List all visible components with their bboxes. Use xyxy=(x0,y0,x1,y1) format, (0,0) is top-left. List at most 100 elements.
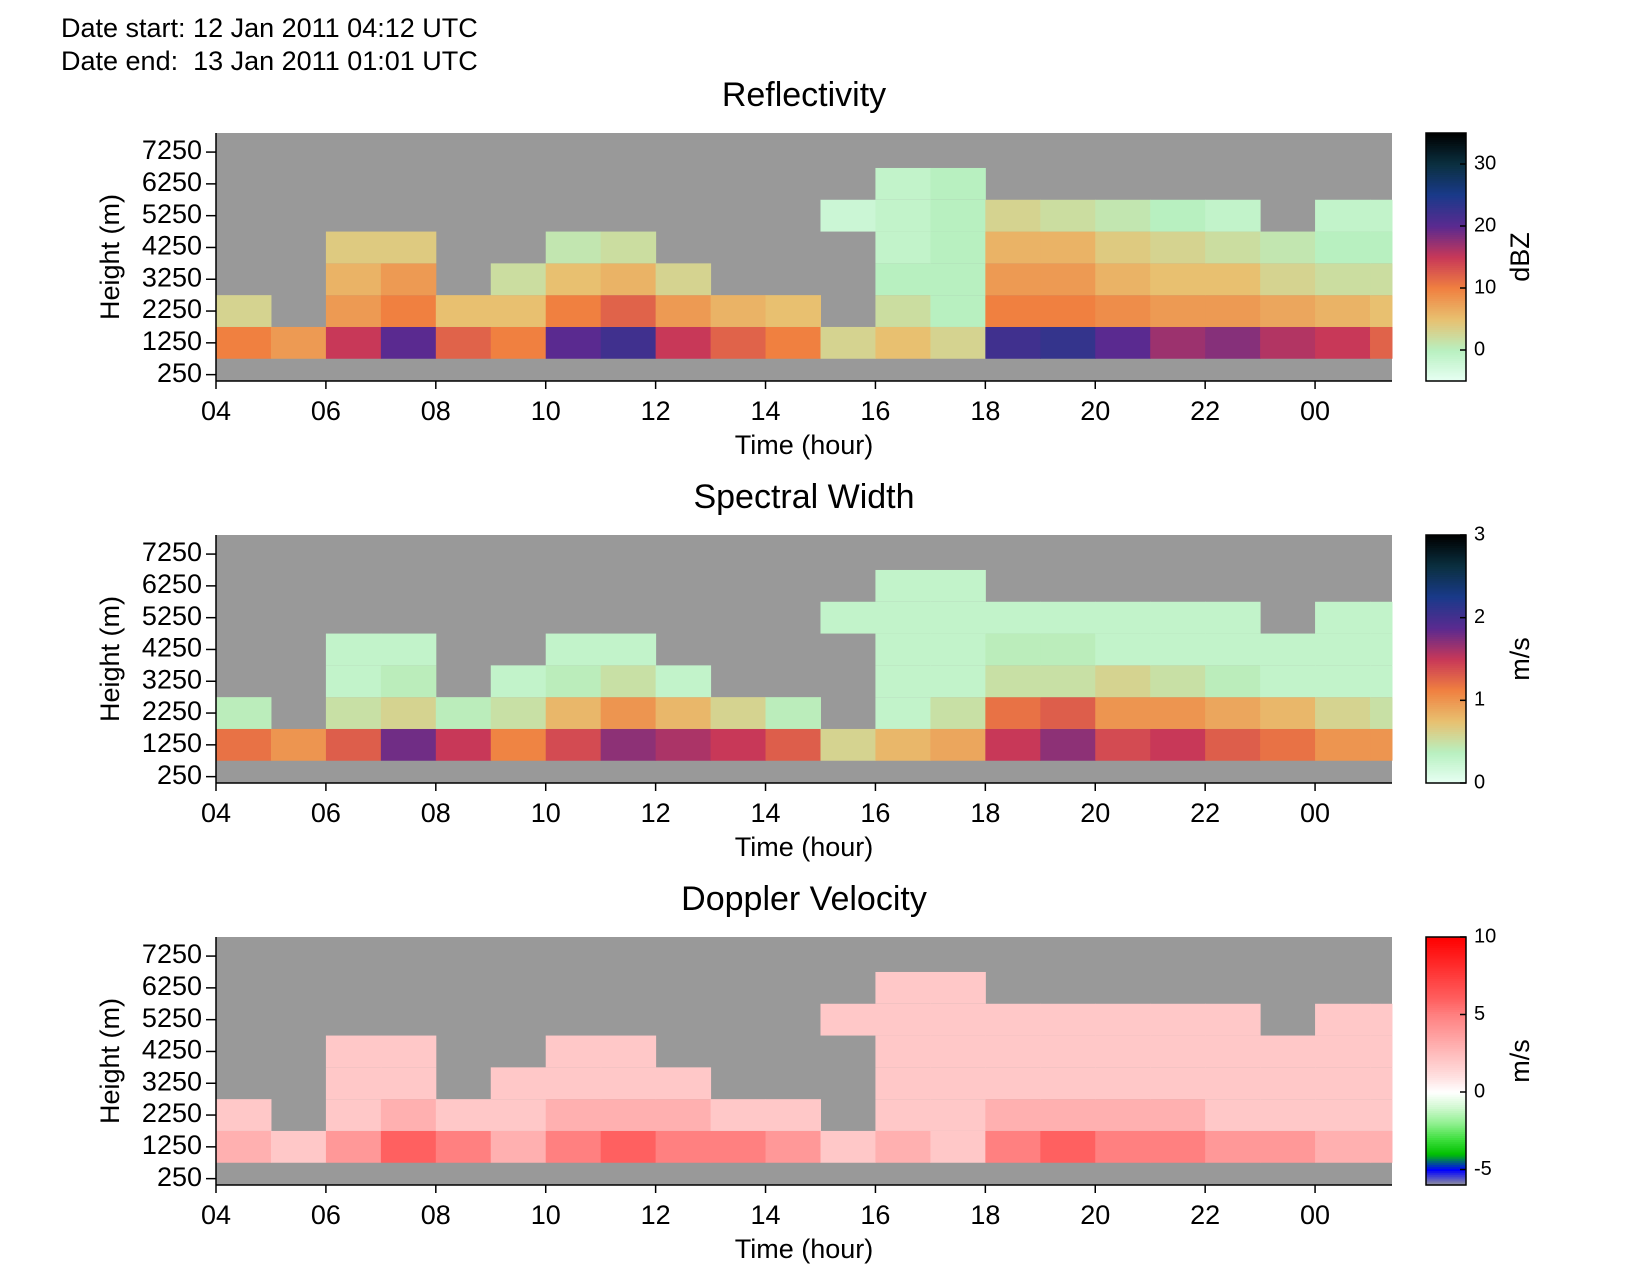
colorbar-slice xyxy=(1426,716,1466,720)
heatmap-cell xyxy=(710,295,767,327)
heatmap-cell xyxy=(325,665,382,698)
colorbar-slice xyxy=(1426,174,1466,177)
colorbar-slice xyxy=(1426,1166,1466,1170)
heatmap-cell xyxy=(490,1067,547,1100)
heatmap-cell xyxy=(930,633,986,666)
heatmap-cell xyxy=(1040,263,1096,296)
heatmap-cell xyxy=(1150,199,1206,232)
heatmap-cell xyxy=(930,1003,986,1036)
colorbar-slice xyxy=(1426,1056,1466,1060)
colorbar-slice xyxy=(1426,607,1466,610)
y-tick-label: 5250 xyxy=(142,1003,202,1033)
colorbar-slice xyxy=(1426,648,1466,652)
colorbar-slice xyxy=(1426,990,1466,994)
colorbar-slice xyxy=(1426,1094,1466,1097)
colorbar-slice xyxy=(1426,613,1466,617)
colorbar-slice xyxy=(1426,275,1466,279)
heatmap-cell xyxy=(1095,263,1151,296)
colorbar-slice xyxy=(1426,327,1466,330)
heatmap-cell xyxy=(1370,697,1393,729)
colorbar-tick-label: 0 xyxy=(1474,338,1485,360)
colorbar-slice xyxy=(1426,974,1466,977)
y-tick-label: 250 xyxy=(157,358,202,388)
y-tick-label: 1250 xyxy=(142,1130,202,1160)
colorbar-slice xyxy=(1426,718,1466,722)
heatmap-cell xyxy=(1150,1003,1206,1036)
heatmap-cell xyxy=(1315,1003,1371,1036)
colorbar-slice xyxy=(1426,965,1466,969)
colorbar-slice xyxy=(1426,1036,1466,1039)
heatmap-cell xyxy=(1095,326,1151,359)
colorbar-slice xyxy=(1426,681,1466,685)
colorbar-slice xyxy=(1426,281,1466,285)
colorbar-slice xyxy=(1426,1102,1466,1105)
heatmap-cell xyxy=(930,1035,986,1068)
y-axis-label: Height (m) xyxy=(95,596,125,722)
colorbar-slice xyxy=(1426,1023,1466,1027)
heatmap-cell xyxy=(600,665,657,698)
colorbar-slice xyxy=(1426,1154,1466,1157)
x-tick-label: 12 xyxy=(641,798,671,828)
heatmap-cell xyxy=(435,728,492,761)
heatmap-cell xyxy=(1260,728,1316,761)
heatmap-cell xyxy=(325,295,382,327)
colorbar-tick-label: 3 xyxy=(1474,523,1485,545)
colorbar-slice xyxy=(1426,356,1466,359)
heatmap-cell xyxy=(435,697,492,729)
heatmap-cell xyxy=(1315,728,1371,761)
x-tick-label: 04 xyxy=(201,1200,231,1230)
heatmap-cell xyxy=(1040,1003,1096,1036)
heatmap-cell xyxy=(1040,1035,1096,1068)
heatmap-cell xyxy=(600,263,657,296)
heatmap-cell xyxy=(1150,1130,1206,1163)
heatmap-cell xyxy=(545,697,602,729)
heatmap-cell xyxy=(930,569,986,602)
colorbar-slice xyxy=(1426,621,1466,625)
colorbar-slice xyxy=(1426,630,1466,633)
heatmap-cell xyxy=(600,326,657,359)
colorbar-slice xyxy=(1426,1123,1466,1126)
colorbar-slice xyxy=(1426,1162,1466,1165)
x-tick-label: 20 xyxy=(1080,396,1110,426)
colorbar-slice xyxy=(1426,597,1466,600)
colorbar-slice xyxy=(1426,605,1466,608)
heatmap-cell xyxy=(1150,697,1206,729)
heatmap-cell xyxy=(985,263,1041,296)
colorbar-slice xyxy=(1426,617,1466,621)
x-tick-label: 22 xyxy=(1190,1200,1220,1230)
heatmap-cell xyxy=(930,1067,986,1100)
colorbar-slice xyxy=(1426,603,1466,606)
heatmap-cell xyxy=(600,633,657,666)
colorbar-slice xyxy=(1426,745,1466,749)
heatmap-cell xyxy=(1150,231,1206,264)
colorbar-slice xyxy=(1426,1069,1466,1072)
heatmap-cell xyxy=(875,665,931,698)
colorbar-slice xyxy=(1426,576,1466,579)
heatmap-cell xyxy=(1150,1099,1206,1131)
heatmap-cell xyxy=(1040,601,1096,634)
heatmap-cell xyxy=(545,633,602,666)
colorbar-slice xyxy=(1426,636,1466,639)
colorbar-slice xyxy=(1426,980,1466,984)
heatmap-cell xyxy=(435,295,492,327)
colorbar-slice xyxy=(1426,1168,1466,1172)
heatmap-cell xyxy=(1315,665,1371,698)
x-tick-label: 06 xyxy=(311,1200,341,1230)
colorbar-slice xyxy=(1426,592,1466,596)
colorbar-slice xyxy=(1426,725,1466,728)
colorbar-slice xyxy=(1426,368,1466,372)
heatmap-cell xyxy=(1370,601,1393,634)
colorbar-slice xyxy=(1426,625,1466,629)
colorbar-slice xyxy=(1426,273,1466,277)
heatmap-cell xyxy=(1095,697,1151,729)
colorbar-slice xyxy=(1426,541,1466,544)
heatmap-cell xyxy=(1150,1067,1206,1100)
heatmap-cell xyxy=(1040,665,1096,698)
x-tick-label: 10 xyxy=(531,1200,561,1230)
date-start: Date start: 12 Jan 2011 04:12 UTC xyxy=(61,13,478,43)
colorbar-slice xyxy=(1426,236,1466,239)
colorbar-slice xyxy=(1426,580,1466,584)
colorbar-slice xyxy=(1426,743,1466,747)
colorbar-slice xyxy=(1426,271,1466,275)
heatmap-cell xyxy=(1370,665,1393,698)
